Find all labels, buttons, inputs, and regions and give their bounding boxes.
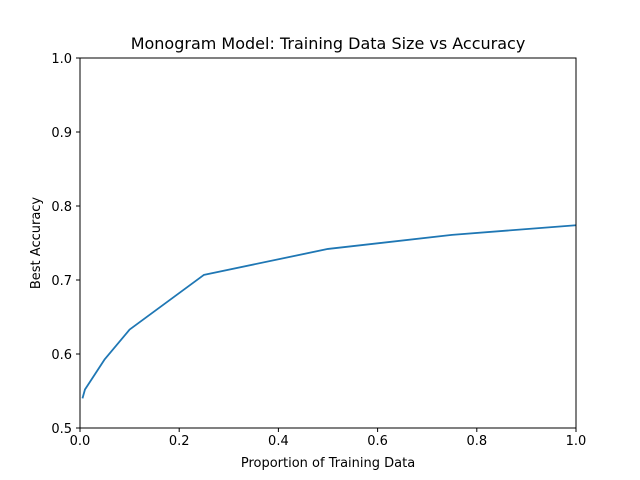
y-tick-label: 0.5 <box>51 422 72 437</box>
x-axis: 0.0 0.2 0.4 0.6 0.8 1.0 <box>70 428 587 449</box>
y-axis: 0.5 0.6 0.7 0.8 0.9 1.0 <box>51 52 80 437</box>
x-tick-label: 0.0 <box>70 434 91 449</box>
y-tick-label: 0.7 <box>51 274 72 289</box>
y-tick-label: 0.9 <box>51 126 72 141</box>
y-tick-label: 0.8 <box>51 200 72 215</box>
y-tick-label: 1.0 <box>51 52 72 67</box>
x-tick-label: 0.2 <box>169 434 190 449</box>
plot-area <box>81 224 577 399</box>
x-tick-label: 0.8 <box>466 434 487 449</box>
series-line <box>81 224 577 399</box>
x-axis-label: Proportion of Training Data <box>241 456 415 471</box>
x-tick-label: 1.0 <box>566 434 587 449</box>
y-axis-label: Best Accuracy <box>29 197 44 290</box>
plot-frame <box>79 57 577 429</box>
x-tick-label: 0.4 <box>268 434 289 449</box>
chart-title: Monogram Model: Training Data Size vs Ac… <box>131 34 526 53</box>
y-tick-label: 0.6 <box>51 348 72 363</box>
x-tick-label: 0.6 <box>367 434 388 449</box>
